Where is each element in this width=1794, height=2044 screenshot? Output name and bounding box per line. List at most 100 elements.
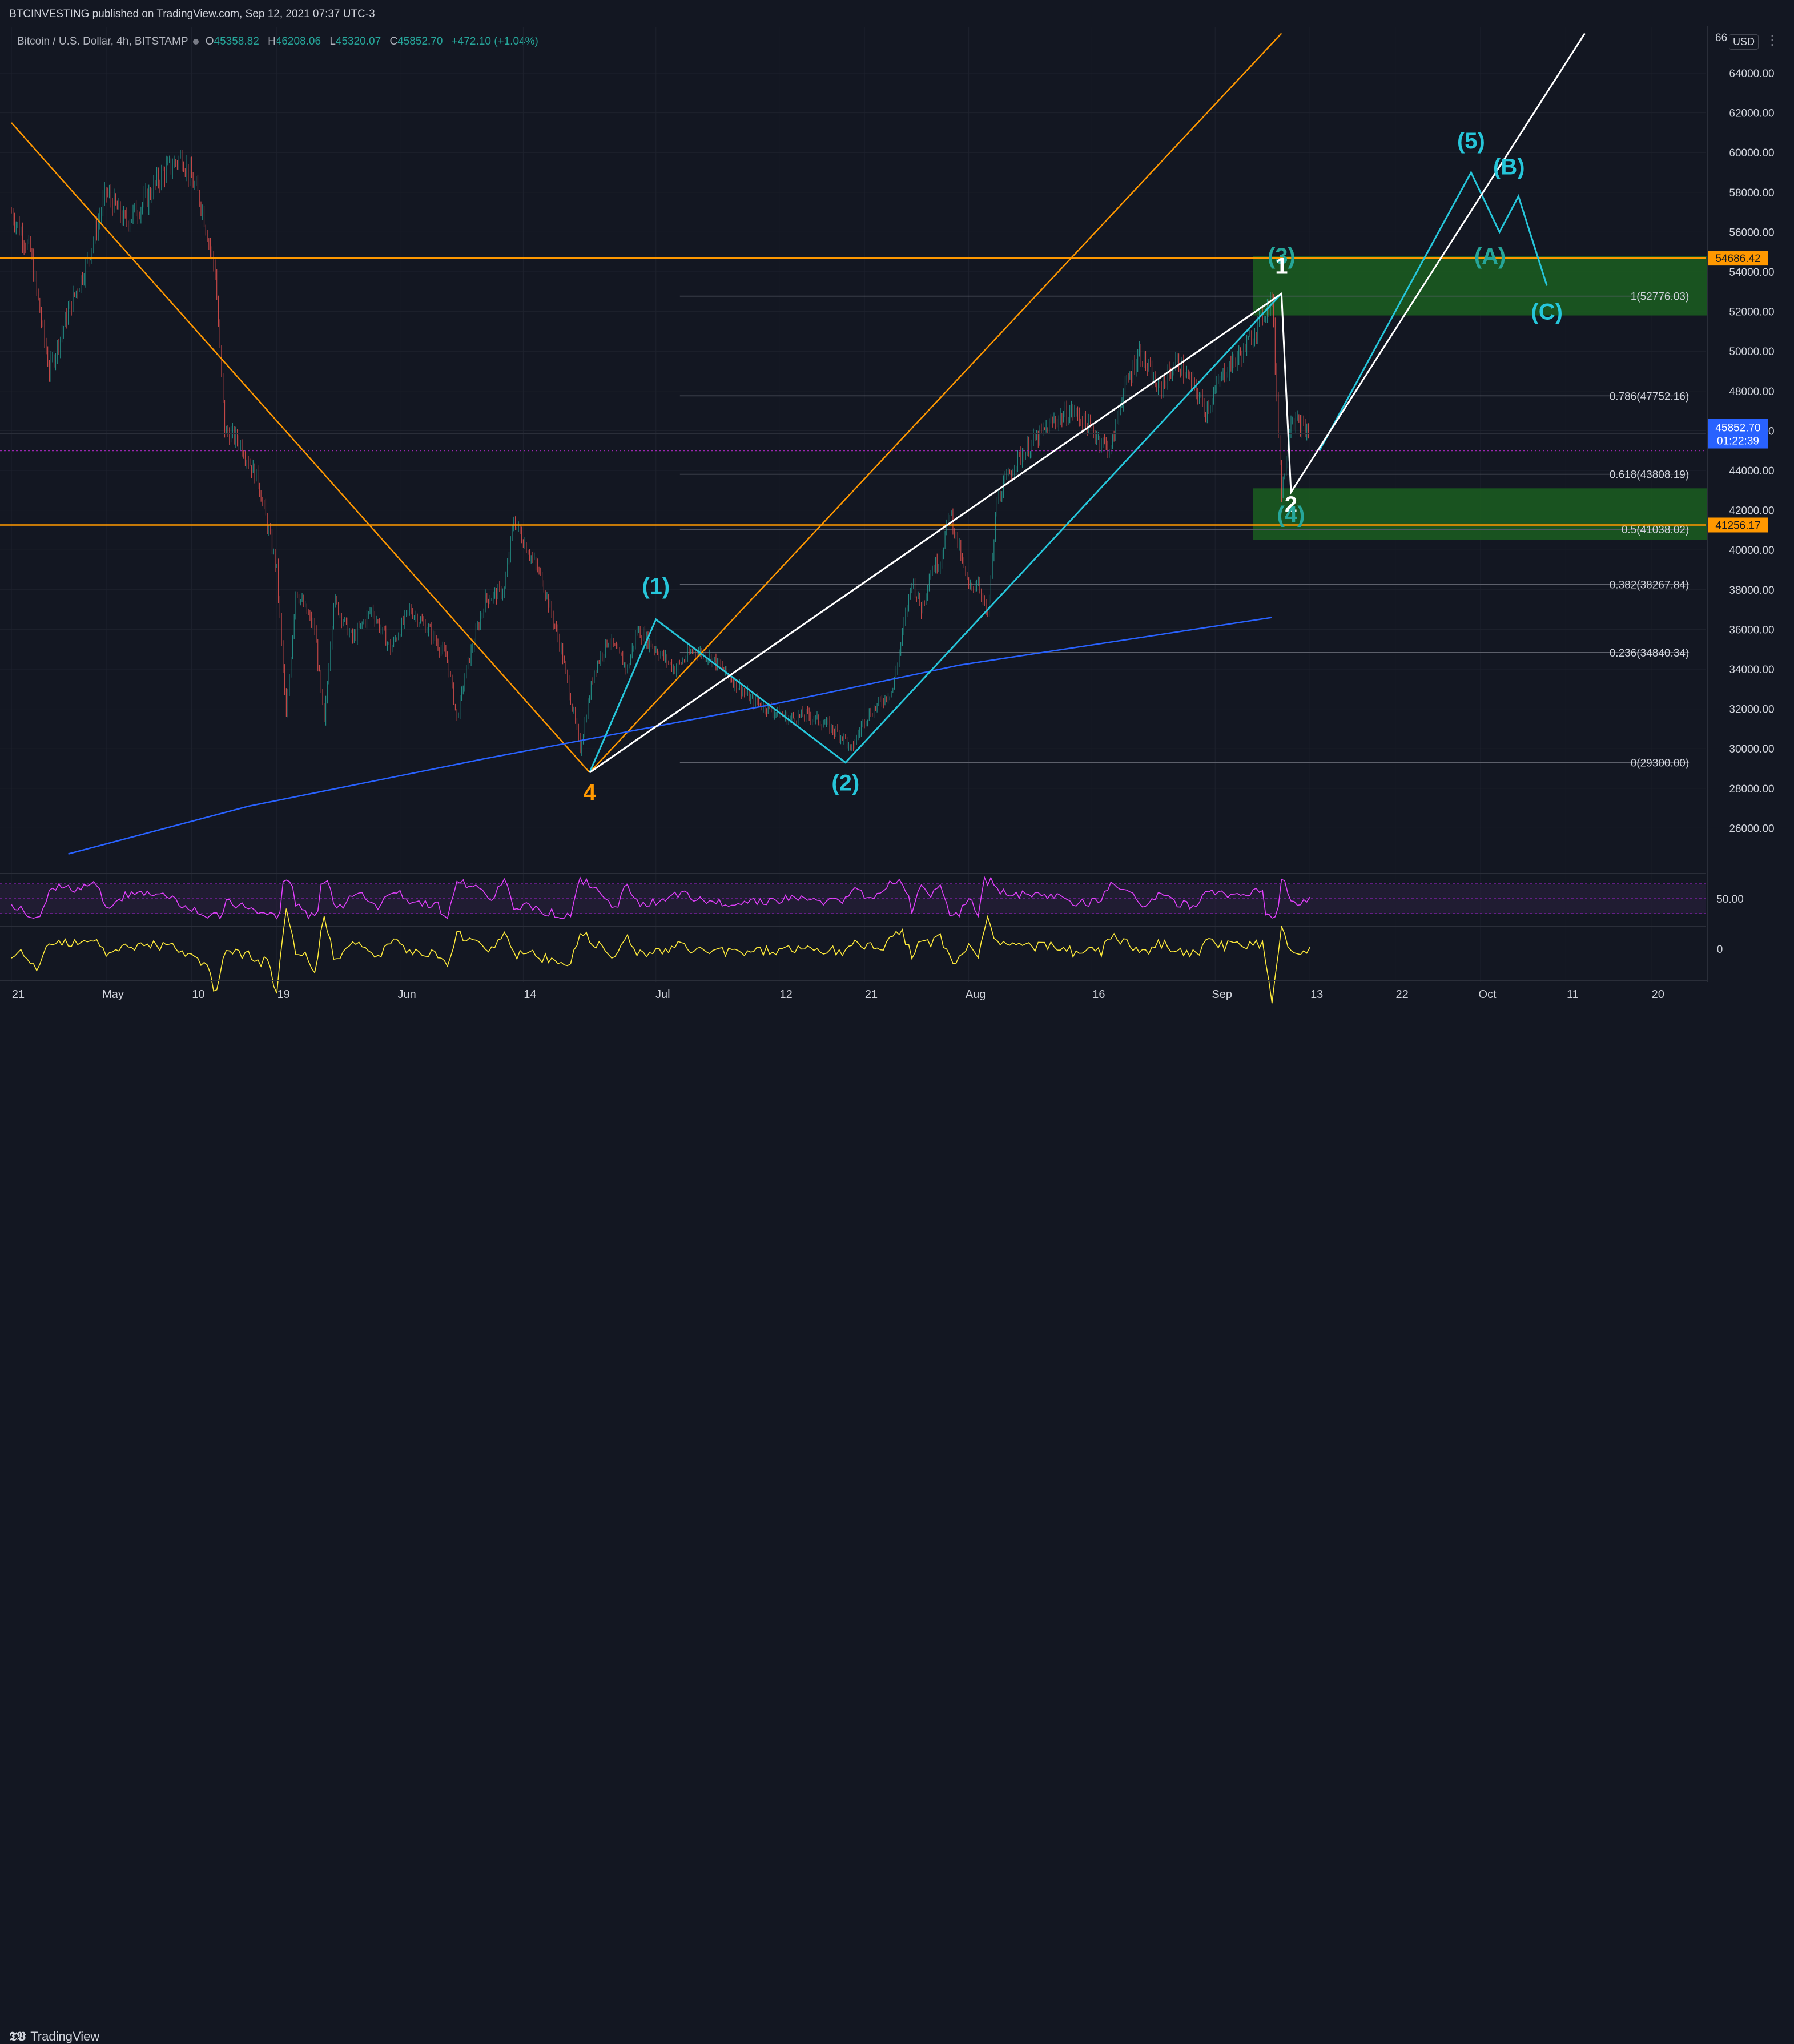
price-tick-1: 28000.00 [1729, 783, 1774, 795]
time-tick-7: 12 [779, 988, 792, 1001]
symbol-legend[interactable]: Bitcoin / U.S. Dollar, 4h, BITSTAMP O453… [17, 35, 544, 48]
tradingview-logo-text: TradingView [30, 2029, 100, 2043]
low-label: L [329, 35, 336, 47]
price-tick-13: 52000.00 [1729, 307, 1774, 319]
price-tick-4: 34000.00 [1729, 664, 1774, 676]
gear-icon[interactable]: ⋮ [1765, 33, 1779, 48]
change-value: +472.10 (+1.04%) [451, 35, 538, 47]
price-tick-15: 56000.00 [1729, 227, 1774, 239]
wave-label-7: (5) [1457, 128, 1485, 154]
high-label: H [268, 35, 276, 47]
time-tick-6: Jul [655, 988, 670, 1001]
oscillator-line [11, 908, 1310, 1004]
white-trendline-0 [589, 33, 1586, 774]
price-tick-17: 60000.00 [1729, 147, 1774, 159]
time-tick-16: 20 [1652, 988, 1664, 1001]
wave-label-9: (A) [1474, 244, 1506, 269]
time-tick-2: 10 [192, 988, 204, 1001]
level-badge-text-1: 41256.17 [1715, 520, 1760, 532]
close-value: 45852.70 [397, 35, 443, 47]
time-tick-15: 11 [1567, 988, 1579, 1001]
wave-label-10: (C) [1531, 300, 1563, 325]
current-price-badge [1708, 419, 1768, 449]
oscillator-axis-label: 0 [1717, 944, 1723, 956]
fib-level-label-0: 1(52776.03) [1631, 291, 1689, 303]
wave-label-1: (1) [642, 574, 670, 599]
price-tick-11: 48000.00 [1729, 386, 1774, 398]
fibonacci-retracement: 1(52776.03) 0.786(47752.16) 0.618(43808.19… [679, 291, 1690, 770]
open-label: O [205, 35, 214, 47]
cyan-projection-path [1318, 170, 1548, 451]
symbol-name: Bitcoin / U.S. Dollar, 4h, BITSTAMP [17, 35, 188, 47]
orange-trendline-0 [11, 122, 590, 773]
price-tick-14: 54000.00 [1729, 267, 1774, 279]
wave-label-5: 2 [1285, 492, 1297, 517]
fib-level-label-1: 0.786(47752.16) [1610, 391, 1689, 403]
open-value: 45358.82 [214, 35, 259, 47]
price-tick-top-partial: 66 [1715, 32, 1727, 44]
price-tick-18: 62000.00 [1729, 108, 1774, 120]
time-tick-9: Aug [966, 988, 986, 1001]
time-tick-14: Oct [1478, 988, 1497, 1001]
wave-label-8: (B) [1493, 154, 1525, 179]
high-value: 46208.06 [275, 35, 321, 47]
price-tick-8: 42000.00 [1729, 505, 1774, 517]
candlestick-series [11, 150, 1309, 756]
wave-label-4: 1 [1275, 254, 1288, 279]
fib-level-label-2: 0.618(43808.19) [1610, 469, 1689, 481]
price-tick-5: 36000.00 [1729, 624, 1774, 636]
fib-level-label-4: 0.382(38267.84) [1610, 579, 1689, 591]
level-badge-0 [1708, 251, 1768, 266]
time-tick-11: Sep [1212, 988, 1232, 1001]
white-channel-line [589, 293, 1282, 774]
price-tick-12: 50000.00 [1729, 346, 1774, 358]
top-bar: BTCINVESTING published on TradingView.co… [0, 0, 1794, 26]
time-tick-1: May [102, 988, 124, 1001]
price-tick-7: 40000.00 [1729, 545, 1774, 557]
time-tick-12: 13 [1310, 988, 1323, 1001]
fib-level-label-3: 0.5(41038.02) [1622, 524, 1689, 536]
current-price-text: 45852.70 [1715, 423, 1760, 434]
time-tick-8: 21 [865, 988, 878, 1001]
rsi-line [11, 875, 1310, 920]
support-zone-0 [1253, 256, 1717, 316]
wave-label-6: (4) [1277, 502, 1305, 527]
price-tick-6: 38000.00 [1729, 585, 1774, 597]
price-tick-0: 26000.00 [1729, 823, 1774, 835]
cyan-wave-path [589, 293, 1282, 773]
wave-label-3: (3) [1268, 244, 1296, 269]
time-tick-3: 19 [277, 988, 290, 1001]
time-tick-4: Jun [397, 988, 416, 1001]
time-tick-0: 21 [12, 988, 25, 1001]
currency-selector[interactable]: USD [1729, 34, 1759, 50]
price-tick-9: 44000.00 [1729, 465, 1774, 477]
level-badge-1 [1708, 517, 1768, 533]
zones-layer [1253, 256, 1717, 540]
market-status-icon [193, 38, 199, 45]
orange-trendline-1 [589, 33, 1282, 773]
drawing-overlays [0, 33, 1706, 855]
tradingview-mark-icon: 𝕿𝖁 [9, 2029, 26, 2043]
level-badge-text-0: 54686.42 [1715, 253, 1760, 265]
price-chart[interactable]: 1(52776.03) 0.786(47752.16) 0.618(43808.19… [0, 26, 1794, 1013]
fib-level-label-5: 0.236(34840.34) [1610, 647, 1689, 659]
axes-layer: 26000.00 28000.00 30000.00 32000.00 34000.00… [0, 26, 1794, 1013]
current-price-countdown: 01:22:39 [1717, 436, 1759, 448]
time-tick-13: 22 [1395, 988, 1408, 1001]
rsi-axis-label: 50.00 [1716, 894, 1744, 906]
price-tick-19: 64000.00 [1729, 68, 1774, 80]
time-tick-5: 14 [524, 988, 536, 1001]
price-tick-3: 32000.00 [1729, 704, 1774, 716]
footer-bar: 𝕿𝖁 TradingView [0, 1013, 1794, 2043]
indicator-panes [0, 873, 1706, 1004]
tradingview-logo[interactable]: 𝕿𝖁 TradingView [9, 2029, 99, 2044]
wave-label-0: 4 [583, 780, 596, 806]
price-tick-16: 58000.00 [1729, 187, 1774, 199]
wave-labels: 4 (1) (2) (3)1 2(4) (5) (B) (A) (C) [583, 128, 1562, 805]
low-value: 45320.07 [335, 35, 381, 47]
publisher-line: BTCINVESTING published on TradingView.co… [9, 8, 375, 20]
support-zone-1 [1253, 488, 1717, 540]
close-label: C [389, 35, 398, 47]
time-tick-10: 16 [1092, 988, 1105, 1001]
price-tick-2: 30000.00 [1729, 743, 1774, 755]
